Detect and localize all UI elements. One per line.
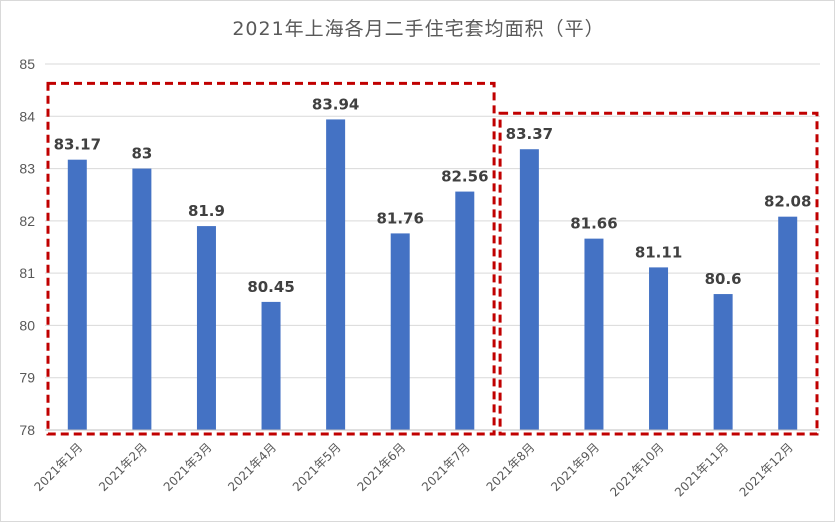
x-axis: 2021年1月 2021年2月 2021年3月 2021年4月 2021年5月 2021年… — [32, 429, 820, 499]
bar — [390, 233, 410, 430]
data-label: 80.6 — [705, 270, 742, 288]
bar — [326, 119, 346, 431]
x-tick-label: 2021年2月 — [96, 440, 150, 494]
x-tick-label: 2021年3月 — [161, 440, 215, 494]
data-label: 81.76 — [376, 209, 423, 227]
y-tick-label: 80 — [19, 317, 35, 333]
x-tick-label: 2021年5月 — [290, 440, 344, 494]
y-tick-label: 85 — [19, 56, 35, 72]
data-label: 80.45 — [247, 278, 294, 296]
x-tick-label: 2021年4月 — [225, 440, 279, 494]
bar — [261, 301, 281, 430]
bar — [713, 294, 733, 430]
data-labels: 83.17 83 81.9 80.45 83.94 81.76 82.56 83.37 81.6… — [54, 95, 812, 295]
y-tick-label: 78 — [19, 422, 35, 438]
y-tick-label: 81 — [19, 265, 35, 281]
data-label: 82.56 — [441, 168, 488, 186]
x-tick-label: 2021年7月 — [419, 440, 473, 494]
highlight-box — [46, 81, 496, 436]
data-label: 83.17 — [54, 136, 101, 154]
data-label: 83.37 — [506, 125, 553, 143]
y-axis: 78 79 80 81 82 83 84 85 — [19, 56, 35, 438]
highlight-box — [498, 111, 819, 436]
data-label: 83.94 — [312, 95, 359, 113]
y-tick-label: 82 — [19, 213, 35, 229]
x-tick-label: 2021年8月 — [484, 440, 538, 494]
y-tick-label: 84 — [19, 108, 35, 124]
bar — [455, 191, 475, 430]
gridlines — [45, 63, 820, 431]
highlight-boxes — [46, 81, 819, 436]
data-label: 81.9 — [188, 202, 225, 220]
data-label: 82.08 — [764, 193, 811, 211]
bar — [649, 267, 669, 430]
bars — [67, 119, 798, 431]
data-label: 81.66 — [570, 215, 617, 233]
bar — [132, 168, 152, 431]
y-tick-label: 79 — [19, 370, 35, 386]
bar — [196, 226, 216, 430]
x-tick-label: 2021年1月 — [32, 440, 86, 494]
bar — [584, 238, 604, 430]
data-label: 81.11 — [635, 243, 682, 261]
x-tick-label: 2021年6月 — [354, 440, 408, 494]
y-tick-label: 83 — [19, 161, 35, 177]
chart-title: 2021年上海各月二手住宅套均面积（平） — [232, 18, 605, 40]
bar — [67, 159, 87, 430]
x-tick-label: 2021年12月 — [737, 440, 796, 499]
bar — [519, 149, 539, 430]
x-tick-label: 2021年10月 — [607, 440, 666, 499]
x-tick-label: 2021年11月 — [672, 440, 731, 499]
bar — [778, 216, 798, 430]
data-label: 83 — [131, 145, 152, 163]
x-tick-label: 2021年9月 — [548, 440, 602, 494]
